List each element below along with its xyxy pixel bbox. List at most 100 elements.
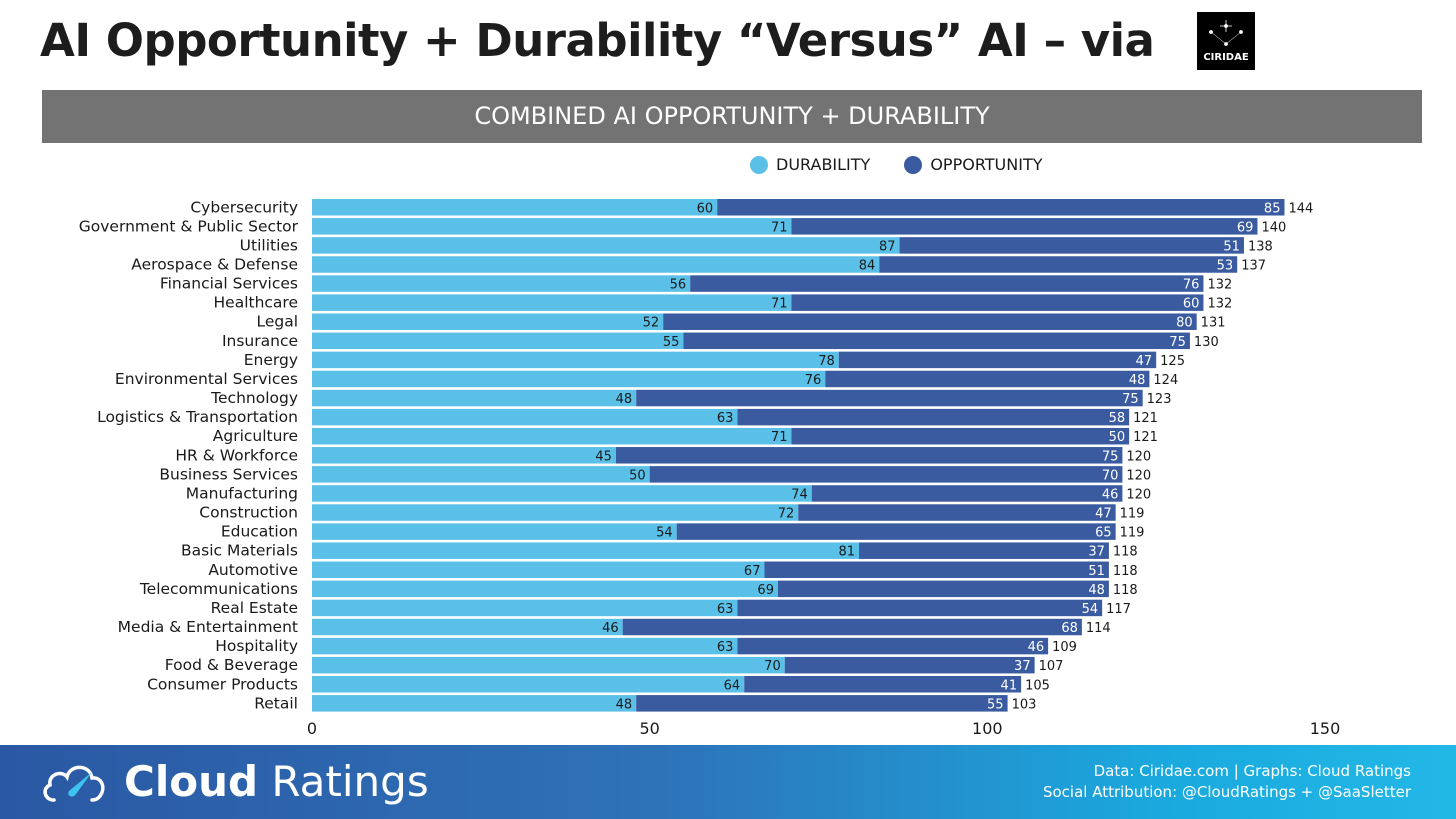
opportunity-value-label: 85 xyxy=(1264,201,1281,216)
durability-bar xyxy=(312,275,691,292)
durability-bar xyxy=(312,313,664,330)
durability-bar xyxy=(312,695,637,712)
durability-value-label: 67 xyxy=(744,564,761,579)
category-label: Cybersecurity xyxy=(190,198,298,216)
opportunity-value-label: 58 xyxy=(1109,411,1126,426)
durability-bar xyxy=(312,427,792,445)
durability-bar xyxy=(312,618,623,636)
durability-bar xyxy=(312,542,860,559)
opportunity-bar xyxy=(636,389,1143,407)
durability-bar xyxy=(312,218,792,235)
category-label: Automotive xyxy=(208,561,298,579)
category-label: Media & Entertainment xyxy=(118,618,298,636)
legend-swatch xyxy=(904,155,923,174)
opportunity-value-label: 76 xyxy=(1183,278,1200,293)
opportunity-value-label: 46 xyxy=(1028,640,1045,655)
opportunity-bar xyxy=(622,618,1082,636)
durability-bar xyxy=(312,389,637,407)
category-label: Aerospace & Defense xyxy=(131,255,298,273)
durability-value-label: 50 xyxy=(629,468,646,483)
category-label: Consumer Products xyxy=(147,675,298,693)
cloud-ratings-logo: Cloud Ratings xyxy=(40,757,429,806)
footer: Cloud Ratings Data: Ciridae.com | Graphs… xyxy=(0,745,1456,819)
opportunity-bar xyxy=(649,466,1123,483)
durability-bar xyxy=(312,561,765,579)
total-value-label: 140 xyxy=(1261,220,1286,235)
credits: Data: Ciridae.com | Graphs: Cloud Rating… xyxy=(1043,761,1411,803)
opportunity-bar xyxy=(676,523,1116,540)
opportunity-bar xyxy=(744,676,1022,693)
opportunity-value-label: 37 xyxy=(1014,659,1031,674)
opportunity-bar xyxy=(615,447,1123,464)
opportunity-bar xyxy=(784,656,1035,674)
opportunity-value-label: 70 xyxy=(1102,468,1119,483)
opportunity-value-label: 75 xyxy=(1102,449,1119,464)
durability-bar xyxy=(312,676,745,693)
data-credit: Data: Ciridae.com | Graphs: Cloud Rating… xyxy=(1093,762,1411,780)
opportunity-bar xyxy=(811,485,1123,502)
category-label: Insurance xyxy=(222,332,298,350)
opportunity-value-label: 54 xyxy=(1082,602,1099,617)
durability-value-label: 71 xyxy=(771,297,788,312)
stars-icon xyxy=(1209,20,1243,46)
total-value-label: 118 xyxy=(1113,564,1138,579)
opportunity-value-label: 69 xyxy=(1237,220,1254,235)
total-value-label: 118 xyxy=(1113,583,1138,598)
category-label: Food & Beverage xyxy=(165,656,298,674)
opportunity-bar xyxy=(859,542,1109,559)
opportunity-bar xyxy=(791,427,1130,445)
durability-bar xyxy=(312,199,718,216)
bar-chart: Cybersecurity 60 85 144 Government & Public … xyxy=(79,198,1341,738)
opportunity-value-label: 46 xyxy=(1102,487,1119,502)
opportunity-value-label: 51 xyxy=(1223,239,1240,254)
durability-value-label: 78 xyxy=(818,354,835,369)
category-label: HR & Workforce xyxy=(175,446,298,464)
logo-text: CIRIDAE xyxy=(1203,52,1249,63)
durability-value-label: 64 xyxy=(724,678,741,693)
legend: DURABILITY OPPORTUNITY xyxy=(750,155,1042,174)
durability-bar xyxy=(312,256,880,273)
opportunity-bar xyxy=(737,599,1103,617)
opportunity-bar xyxy=(879,256,1238,273)
durability-value-label: 71 xyxy=(771,430,788,445)
durability-value-label: 46 xyxy=(602,621,619,636)
durability-bar xyxy=(312,656,785,674)
durability-value-label: 45 xyxy=(595,449,612,464)
opportunity-bar xyxy=(717,199,1285,216)
opportunity-value-label: 75 xyxy=(1169,335,1186,350)
page-title: AI Opportunity + Durability “Versus” AI … xyxy=(40,14,1155,67)
durability-value-label: 71 xyxy=(771,220,788,235)
opportunity-bar xyxy=(764,561,1109,579)
total-value-label: 120 xyxy=(1126,468,1151,483)
opportunity-value-label: 37 xyxy=(1088,545,1105,560)
total-value-label: 124 xyxy=(1153,373,1178,388)
total-value-label: 121 xyxy=(1133,411,1158,426)
category-label: Retail xyxy=(254,694,298,712)
category-label: Healthcare xyxy=(214,294,299,312)
category-label: Education xyxy=(221,523,298,541)
opportunity-bar xyxy=(690,275,1204,292)
x-tick-label: 100 xyxy=(972,719,1003,738)
total-value-label: 120 xyxy=(1126,449,1151,464)
opportunity-bar xyxy=(737,637,1049,655)
durability-value-label: 48 xyxy=(616,697,633,712)
opportunity-value-label: 47 xyxy=(1095,507,1112,522)
durability-value-label: 70 xyxy=(764,659,781,674)
durability-value-label: 56 xyxy=(670,278,687,293)
durability-bar xyxy=(312,370,826,388)
x-tick-label: 150 xyxy=(1310,719,1341,738)
opportunity-bar xyxy=(777,580,1109,598)
brand-bold: Cloud xyxy=(124,757,259,806)
durability-value-label: 74 xyxy=(791,487,808,502)
opportunity-bar xyxy=(838,351,1157,369)
ciridae-logo: CIRIDAE xyxy=(1197,12,1255,70)
category-label: Technology xyxy=(210,389,298,407)
total-value-label: 119 xyxy=(1120,507,1145,522)
total-value-label: 125 xyxy=(1160,354,1185,369)
cloud-gauge-icon xyxy=(43,765,105,802)
durability-bar xyxy=(312,332,684,350)
durability-bar xyxy=(312,294,792,311)
opportunity-value-label: 48 xyxy=(1088,583,1105,598)
opportunity-value-label: 80 xyxy=(1176,316,1193,331)
legend-opportunity: OPPORTUNITY xyxy=(904,155,1042,174)
